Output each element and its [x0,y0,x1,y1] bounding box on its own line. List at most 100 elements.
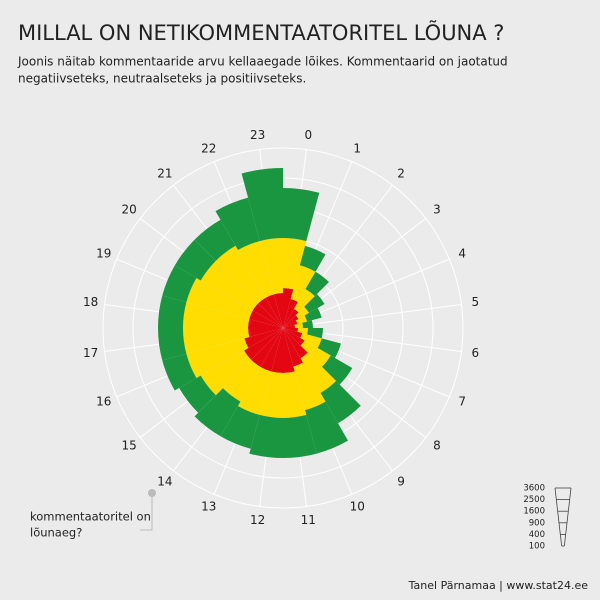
bar-segment [183,328,250,354]
annotation: lõunaeg? [30,526,82,540]
hour-label: 14 [157,474,172,488]
bar-segment [320,381,361,424]
bar-segment [304,294,325,313]
hour-label: 13 [201,500,216,514]
bar-segment [300,333,322,349]
bar-segment [179,375,216,413]
bar-segment [238,241,274,298]
hour-label: 16 [96,395,111,409]
scale-label: 2500 [523,495,545,505]
bar-segment [249,310,283,328]
bar-segment [222,359,261,402]
annotation: kommentaatoritel on [30,510,151,524]
bar-segment [294,289,315,313]
bar-segment [294,322,303,328]
bar-segment [186,338,249,378]
bar-segment [304,307,322,322]
bar-segment [283,315,299,328]
bar-segment [283,238,307,290]
hour-label: 15 [121,439,136,453]
bar-segment [162,353,197,391]
bar-segment [295,306,309,319]
bar-segment [158,295,187,328]
bar-segment [283,299,298,328]
hour-label: 17 [83,346,98,360]
bar-segment [297,328,308,335]
bar-segment [300,340,331,367]
bar-segment [194,388,241,437]
grid-circle [102,147,464,509]
bar-segment [283,328,308,359]
hour-label: 23 [250,128,265,142]
bar-segment [260,328,283,372]
bar-segment [305,401,349,454]
bar-segment [283,324,295,328]
scale-label: 100 [529,542,545,552]
hour-label: 11 [301,513,316,527]
bar-segment [271,328,283,373]
bar-segment [200,350,252,396]
hour-label: 12 [250,513,265,527]
annotation-line [140,493,153,531]
bar-segment [251,328,283,367]
hour-label: 7 [458,395,466,409]
hour-label: 5 [472,295,480,309]
bar-segment [283,328,304,367]
bar-segment [305,271,329,297]
scale-outline [554,487,563,547]
hour-label: 1 [353,141,361,155]
bar-segment [283,320,298,328]
bar-segment [258,297,283,328]
hour-label: 22 [201,141,216,155]
bar-segment [259,238,283,295]
bar-segment [265,294,283,328]
scale-label: 900 [529,518,545,528]
bars [158,168,361,459]
bar-segment [194,219,236,261]
bar-segment [215,197,260,251]
bar-segment [241,168,283,242]
hour-label: 6 [472,346,480,360]
bar-segment [299,245,326,272]
bar-segment [283,187,320,242]
hour-label: 4 [458,246,466,260]
bar-segment [174,239,216,281]
bar-segment [317,338,341,358]
subtitle: Joonis näitab kommentaaride arvu kellaae… [17,55,508,69]
chart-title: MILLAL ON NETIKOMMENTAATORITEL LÕUNA ? [18,19,504,45]
hour-label: 3 [433,202,441,216]
subtitle: negatiivseteks, neutraalseteks ja positi… [18,72,306,86]
bar-segment [283,328,303,338]
bar-segment [290,265,316,303]
bar-segment [244,328,283,349]
bar-segment [295,315,308,325]
bar-segment [283,287,294,328]
hour-label: 10 [350,500,365,514]
bar-segment [249,414,283,459]
bar-segment [183,302,250,328]
hour-label: 20 [121,202,136,216]
bar-segment [321,355,353,385]
bar-segment [273,293,283,328]
hour-label: 19 [96,246,111,260]
hour-label: 2 [397,167,405,181]
bar-segment [252,303,283,328]
hour-label: 0 [305,128,313,142]
hour-label: 21 [157,167,172,181]
scale-label: 3600 [523,484,545,494]
bar-segment [300,352,337,393]
bar-segment [293,362,326,411]
bar-segment [220,405,260,449]
bar-segment [162,265,197,303]
credit: Tanel Pärnamaa | www.stat24.ee [408,579,589,592]
bar-segment [302,320,313,328]
bar-segment [283,371,307,418]
hour-label: 18 [83,295,98,309]
bar-segment [283,308,299,328]
hour-label: 8 [433,439,441,453]
bar-segment [158,328,187,361]
bar-segment [248,318,283,328]
bar-segment [307,328,324,339]
